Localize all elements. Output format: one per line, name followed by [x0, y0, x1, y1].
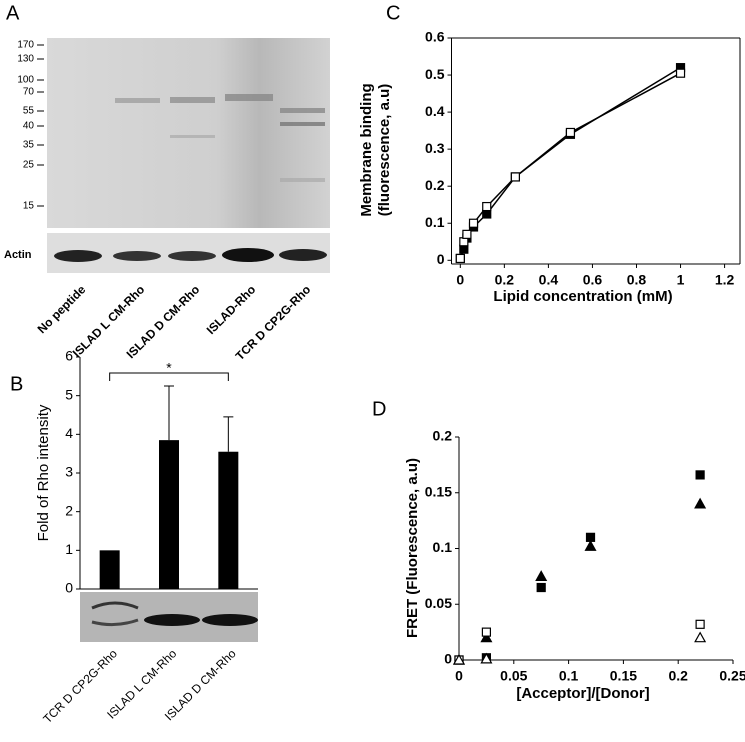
x-tick-label: 0.8 [627, 272, 647, 288]
significance-label: * [166, 360, 172, 376]
panel-label: C [386, 2, 400, 24]
bar [99, 550, 120, 589]
marker [455, 253, 465, 264]
significance-bracket [109, 372, 229, 381]
marker [695, 619, 705, 629]
y-tick-label: 0.5 [425, 66, 445, 82]
bar [159, 440, 179, 589]
error-bar [164, 385, 174, 441]
marker [462, 229, 472, 239]
series-line [459, 66, 681, 259]
marker-label: 55 [23, 106, 35, 117]
y-tick-label: 0 [444, 651, 452, 667]
y-tick-label: 2 [65, 502, 73, 518]
marker [480, 631, 493, 643]
x-tick-label: 0 [455, 668, 463, 684]
marker [452, 653, 466, 665]
y-tick-label: 0.3 [425, 140, 445, 156]
x-axis-title: [Acceptor]/[Donor] [516, 685, 649, 702]
marker [482, 201, 492, 212]
y-tick-label: 0.05 [425, 595, 452, 611]
marker-label: 170 [17, 40, 34, 51]
marker-label: 15 [23, 201, 35, 212]
x-tick-label: 0.4 [539, 272, 559, 288]
marker [694, 631, 707, 643]
marker-label: 25 [23, 160, 35, 171]
y-tick-label: 6 [65, 348, 73, 364]
x-tick-label: 0.6 [583, 272, 603, 288]
series-line [459, 72, 681, 259]
x-tick-label: 0.2 [495, 272, 515, 288]
marker [468, 218, 479, 228]
y-tick-label: 4 [65, 425, 73, 441]
marker [695, 470, 705, 480]
y-tick-label: 0 [437, 251, 445, 267]
x-axis-title: Lipid concentration (mM) [493, 288, 672, 305]
y-tick-label: 0.1 [425, 214, 445, 230]
lane-label: ISLAD-Rho [204, 282, 259, 337]
x-tick-label: 0 [456, 272, 464, 288]
error-bar [223, 416, 234, 452]
x-tick-label: 0.15 [610, 668, 637, 684]
gel-image [47, 38, 330, 273]
marker-label: 35 [23, 140, 35, 151]
marker [584, 540, 597, 551]
x-tick-label: 0.25 [719, 668, 745, 684]
panel-label: A [6, 2, 20, 24]
x-tick-label: 1 [677, 272, 685, 288]
marker [481, 627, 491, 637]
y-tick-label: 0 [65, 580, 73, 596]
marker [459, 237, 469, 247]
y-tick-label: 0.4 [425, 103, 445, 119]
y-tick-label: 0.2 [425, 177, 445, 193]
y-axis-title: Fold of Rho intensity [35, 404, 52, 541]
marker [675, 68, 686, 78]
blot-image [80, 592, 258, 642]
x-tick-label: 1.2 [715, 272, 735, 288]
y-tick-label: 5 [65, 386, 73, 402]
marker [510, 172, 520, 182]
marker [565, 127, 576, 138]
marker [694, 497, 707, 509]
bar [218, 451, 239, 589]
y-tick-label: 0.1 [433, 539, 453, 555]
y-axis-title: (fluorescence, a.u) [376, 84, 393, 217]
x-tick-label: 0.2 [668, 668, 688, 684]
panel-label: B [10, 373, 23, 395]
y-axis-title: FRET (Fluorescence, a.u) [404, 458, 421, 638]
y-tick-label: 1 [65, 541, 73, 557]
marker [535, 570, 548, 581]
marker [482, 209, 492, 219]
y-tick-label: 0.2 [433, 428, 453, 444]
y-tick-label: 0.15 [425, 483, 452, 499]
marker-label: 40 [23, 121, 35, 132]
marker-label: 70 [23, 87, 35, 98]
panel-label: D [372, 398, 386, 420]
marker-label: 130 [17, 54, 34, 65]
y-tick-label: 0.6 [425, 29, 445, 45]
lane-label: No peptide [35, 282, 89, 336]
marker [459, 244, 469, 254]
x-tick-label: 0.1 [559, 668, 579, 684]
marker [480, 652, 493, 664]
loading-label: Actin [4, 249, 32, 261]
marker [536, 582, 546, 593]
y-tick-label: 3 [65, 464, 73, 480]
marker-label: 100 [17, 75, 34, 86]
x-tick-label: 0.05 [500, 668, 527, 684]
y-axis-title: Membrane binding [358, 83, 375, 216]
